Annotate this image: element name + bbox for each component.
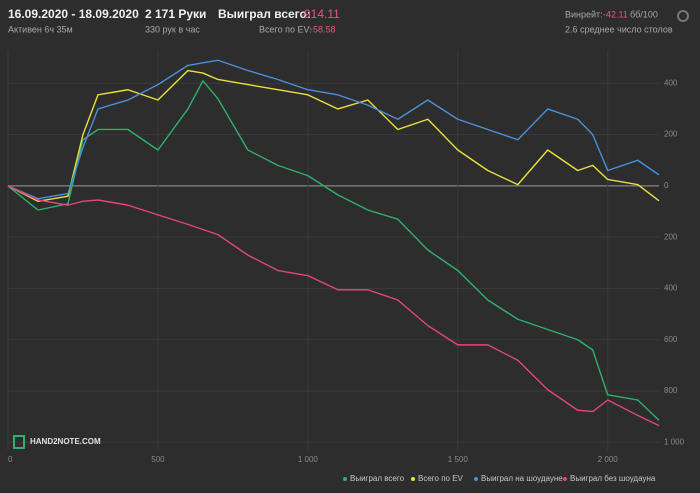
winrate-value: -42.11 — [603, 9, 628, 19]
won-value: -914.11 — [300, 7, 340, 21]
series-line — [7, 80, 660, 421]
dates: 16.09.2020 - 18.09.2020 — [8, 7, 139, 21]
legend-swatch — [343, 477, 347, 481]
series-line — [7, 185, 660, 427]
series-line — [7, 59, 660, 200]
logo-text: HAND2NOTE.COM — [30, 437, 101, 446]
active-time: Активен 6ч 35м — [8, 24, 73, 34]
winrate-label: Винрейт: — [565, 9, 603, 19]
legend-swatch — [411, 477, 415, 481]
x-tick-label: 0 — [8, 455, 13, 464]
legend-label: Выиграл всего — [350, 474, 405, 483]
settings-icon[interactable] — [677, 10, 689, 22]
y-tick-label: 600 — [664, 335, 678, 344]
ev-label: Всего по EV: — [259, 24, 312, 34]
ev-value: -58.58 — [310, 24, 336, 34]
won-label: Выиграл всего: — [218, 7, 311, 21]
x-tick-label: 2 000 — [598, 455, 619, 464]
x-tick-label: 500 — [151, 455, 165, 464]
legend-swatch — [474, 477, 478, 481]
y-tick-label: 200 — [664, 130, 678, 139]
winrate-unit: бб/100 — [630, 9, 658, 19]
y-tick-label: 800 — [664, 386, 678, 395]
y-tick-label: 400 — [664, 78, 678, 87]
y-tick-label: 200 — [664, 232, 678, 241]
legend-label: Выиграл на шоудауне — [481, 474, 563, 483]
y-tick-label: 1 000 — [664, 437, 685, 446]
legend-label: Выиграл без шоудауна — [570, 474, 656, 483]
series-line — [7, 69, 660, 202]
logo-icon — [13, 435, 25, 449]
x-tick-label: 1 500 — [448, 455, 469, 464]
x-tick-label: 1 000 — [298, 455, 319, 464]
tables: 2.6 среднее число столов — [565, 24, 673, 34]
logo: HAND2NOTE.COM — [13, 435, 101, 449]
hands: 2 171 Руки — [145, 7, 206, 21]
y-tick-label: 0 — [664, 181, 669, 190]
legend-label: Всего по EV — [418, 474, 464, 483]
legend-swatch — [563, 477, 567, 481]
hands-per-hour: 330 рук в час — [145, 24, 200, 34]
y-tick-label: 400 — [664, 284, 678, 293]
